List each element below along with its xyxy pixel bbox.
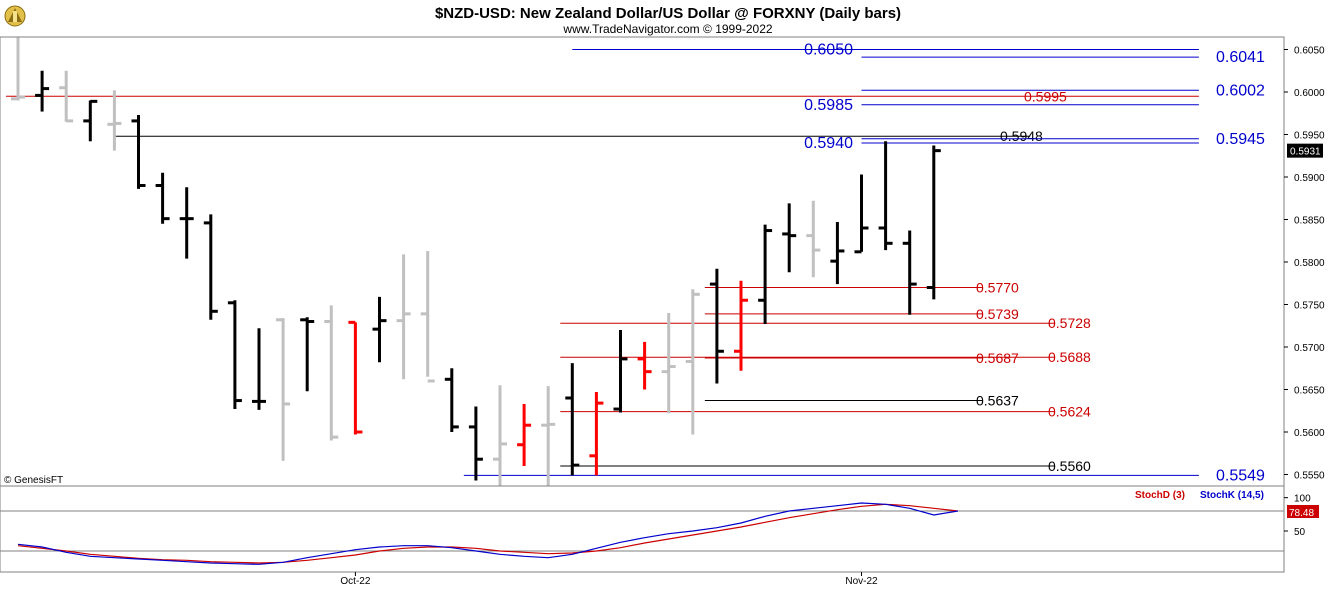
level-label: 0.6002	[1216, 82, 1265, 99]
stochastic-panel: 100 50 StochD (3) StochK (14,5) 78.48	[0, 490, 1319, 565]
ohlc-bar	[806, 200, 821, 278]
y-tick-label: 0.5750	[1294, 301, 1325, 312]
ohlc-bar	[661, 313, 676, 414]
level-label: 0.5728	[1048, 315, 1091, 331]
y-tick-label: 0.5700	[1294, 343, 1325, 354]
ohlc-bar	[709, 268, 724, 384]
ohlc-bar	[11, 37, 25, 101]
ohlc-bar	[830, 222, 845, 285]
level-label: 0.5637	[976, 393, 1019, 409]
price-axis: 0.6050 0.6000 0.5950 0.5900 0.5850 0.5800 0.57…	[1284, 46, 1325, 482]
stoch-panel-frame	[0, 485, 1285, 573]
ohlc-bar	[227, 300, 242, 410]
chart-subtitle: www.TradeNavigator.com © 1999-2022	[562, 22, 772, 36]
y-tick-label: 0.5550	[1294, 471, 1325, 482]
ohlc-bar	[372, 296, 387, 363]
chart-title: $NZD-USD: New Zealand Dollar/US Dollar @…	[435, 5, 901, 22]
ohlc-bar	[107, 90, 122, 151]
level-label: 0.5945	[1216, 131, 1265, 148]
y-tick-label: 0.5800	[1294, 258, 1325, 269]
ohlc-bar	[131, 114, 146, 189]
y-tick-label: 0.5600	[1294, 428, 1325, 439]
legend-stochk: StochK (14,5)	[1200, 490, 1264, 501]
stoch-current-value: 78.48	[1289, 508, 1314, 519]
last-price-tag	[1287, 143, 1323, 158]
x-tick-label: Nov-22	[845, 576, 878, 587]
y-tick-label: 0.5950	[1294, 131, 1325, 142]
ohlc-bar	[396, 254, 411, 380]
ohlc-bar	[902, 230, 917, 315]
level-label: 0.5624	[1048, 404, 1091, 420]
genesis-credit: © GenesisFT	[4, 475, 63, 486]
level-label: 0.6050	[804, 42, 853, 59]
legend-stochd: StochD (3)	[1135, 490, 1185, 501]
ohlc-bar	[926, 145, 941, 300]
ohlc-bar	[83, 99, 98, 142]
ohlc-bar	[179, 187, 194, 259]
stoch-tick-label: 50	[1294, 527, 1306, 538]
ohlc-bar	[613, 330, 628, 413]
level-label: 0.5985	[804, 97, 853, 114]
level-label: 0.5560	[1048, 458, 1091, 474]
ohlc-bar	[493, 385, 507, 486]
time-axis: Oct-22 Nov-22	[340, 572, 878, 587]
ohlc-bar	[252, 328, 266, 410]
level-label: 0.6041	[1216, 49, 1265, 66]
ohlc-bar	[517, 403, 532, 466]
stoch-line-d	[17, 503, 958, 564]
ohlc-bar	[878, 141, 893, 251]
ohlc-bar	[420, 250, 435, 383]
level-label: 0.5995	[1024, 88, 1067, 104]
ohlc-bar	[348, 320, 363, 435]
ohlc-bar	[565, 363, 580, 476]
stoch-value-tag	[1287, 505, 1319, 519]
stoch-tick-label: 100	[1294, 494, 1311, 505]
ohlc-bar	[155, 172, 170, 224]
ohlc-bar	[276, 318, 291, 461]
y-tick-label: 0.6000	[1294, 88, 1325, 99]
y-tick-label: 0.6050	[1294, 46, 1325, 57]
level-label: 0.5549	[1216, 467, 1265, 484]
level-label: 0.5739	[976, 306, 1019, 322]
ohlc-bar	[758, 224, 773, 325]
stoch-line-k	[17, 502, 958, 565]
ohlc-bar	[35, 70, 50, 112]
level-label: 0.5687	[976, 350, 1019, 366]
bars-layer	[11, 37, 941, 486]
y-tick-label: 0.5850	[1294, 216, 1325, 227]
x-tick-label: Oct-22	[340, 576, 370, 587]
y-tick-label: 0.5650	[1294, 386, 1325, 397]
genesis-logo-icon	[4, 5, 26, 27]
ohlc-bar	[854, 174, 869, 254]
ohlc-bar	[685, 289, 700, 435]
ohlc-bar	[59, 70, 74, 123]
ohlc-bar	[468, 406, 483, 481]
ohlc-bar	[782, 203, 797, 273]
level-label: 0.5770	[976, 280, 1019, 296]
ohlc-bar	[300, 317, 315, 392]
levels-layer: 0.6050 0.6041 0.6002 0.5995 0.5985 0.5948 0.59…	[5, 42, 1265, 484]
ohlc-bar	[589, 392, 604, 476]
ohlc-bar	[637, 341, 652, 390]
ohlc-bar	[444, 368, 459, 432]
level-label: 0.5940	[804, 135, 853, 152]
ohlc-bar	[324, 305, 339, 441]
ohlc-bar	[734, 280, 748, 371]
level-label: 0.5688	[1048, 349, 1091, 365]
level-label: 0.5948	[1000, 128, 1043, 144]
y-tick-label: 0.5900	[1294, 173, 1325, 184]
last-price-value: 0.5931	[1290, 147, 1321, 158]
ohlc-bar	[203, 214, 218, 320]
ohlc-bar	[541, 386, 556, 486]
